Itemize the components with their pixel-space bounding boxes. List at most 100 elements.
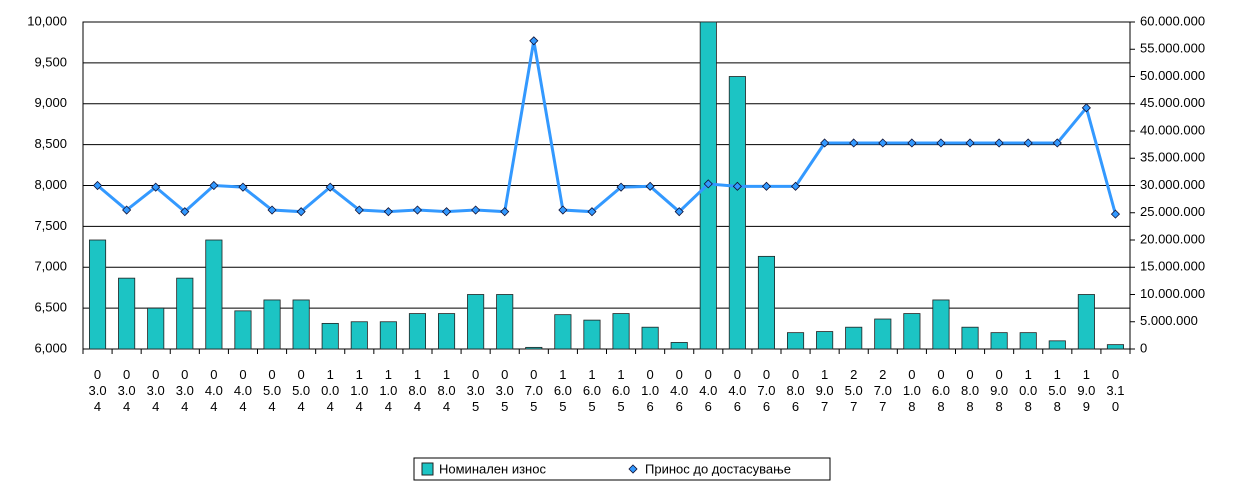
marker — [994, 138, 1004, 148]
bar — [990, 332, 1008, 350]
marker — [907, 138, 917, 148]
x-tick-label: 0 9.0 8 — [990, 367, 1008, 414]
marker — [558, 205, 568, 215]
marker — [122, 205, 132, 215]
legend-swatch — [628, 464, 638, 474]
x-tick-label: 0 3.0 5 — [467, 367, 485, 414]
y-tick-label: 9,500 — [34, 54, 67, 69]
y2-tick-label: 35.000.000 — [1140, 150, 1205, 165]
x-tick-label: 0 4.0 6 — [670, 367, 688, 414]
legend-box — [413, 457, 831, 481]
y-tick-label: 9,000 — [34, 95, 67, 110]
bar — [379, 321, 397, 350]
marker — [325, 182, 335, 192]
x-tick-label: 0 8.0 8 — [961, 367, 979, 414]
x-tick-label: 1 9.0 9 — [1077, 367, 1095, 414]
legend-label: Принос до достасување — [645, 461, 791, 476]
bar — [961, 326, 979, 350]
bar — [757, 255, 776, 350]
y2-tick-label: 30.000.000 — [1140, 177, 1205, 192]
y2-tick-label: 25.000.000 — [1140, 204, 1205, 219]
x-tick-label: 0 4.0 6 — [728, 367, 746, 414]
bar — [205, 239, 223, 350]
marker — [732, 181, 742, 191]
marker — [936, 138, 946, 148]
bar — [1077, 294, 1095, 350]
x-tick-label: 1 6.0 5 — [554, 367, 572, 414]
bar — [147, 307, 165, 350]
x-tick-label: 0 7.0 6 — [757, 367, 775, 414]
y2-tick-label: 15.000.000 — [1140, 259, 1205, 274]
y-tick-label: 10,000 — [27, 13, 67, 28]
x-tick-label: 0 3.0 4 — [147, 367, 165, 414]
y-tick-label: 7,000 — [34, 259, 67, 274]
marker — [849, 138, 859, 148]
bar — [670, 342, 688, 350]
marker — [587, 207, 597, 217]
x-tick-label: 0 4.0 4 — [234, 367, 252, 414]
bar — [845, 326, 863, 350]
marker — [500, 207, 510, 217]
marker — [1023, 138, 1033, 148]
bar — [641, 326, 659, 350]
y2-tick-label: 20.000.000 — [1140, 231, 1205, 246]
y2-tick-label: 60.000.000 — [1140, 13, 1205, 28]
bar — [496, 294, 514, 350]
x-tick-label: 0 1.0 6 — [641, 367, 659, 414]
bar — [728, 76, 746, 350]
marker — [616, 182, 626, 192]
x-tick-label: 1 9.0 7 — [816, 367, 834, 414]
bar — [118, 277, 136, 350]
marker — [209, 180, 219, 191]
marker — [151, 182, 161, 192]
marker — [703, 179, 713, 189]
y2-tick-label: 0 — [1140, 340, 1147, 355]
bar — [554, 314, 572, 350]
x-tick-label: 2 5.0 7 — [845, 367, 863, 414]
y2-tick-label: 5.000.000 — [1140, 313, 1198, 328]
marker — [92, 180, 103, 191]
bar — [903, 313, 921, 350]
bar — [525, 346, 543, 350]
y2-tick-label: 40.000.000 — [1140, 122, 1205, 137]
x-tick-label: 0 8.0 6 — [787, 367, 805, 414]
bar — [467, 294, 485, 350]
marker — [790, 181, 801, 191]
x-tick-label: 0 3.1 0 — [1106, 367, 1124, 414]
bar — [816, 331, 834, 350]
marker — [412, 205, 423, 215]
x-tick-label: 0 1.0 8 — [903, 367, 921, 414]
x-tick-label: 0 3.0 4 — [118, 367, 136, 414]
bar — [874, 318, 892, 350]
marker — [761, 181, 772, 191]
marker — [471, 205, 481, 215]
x-tick-label: 1 1.0 4 — [379, 367, 397, 414]
marker — [354, 205, 364, 215]
marker — [1110, 209, 1121, 219]
x-tick-label: 0 7.0 5 — [525, 367, 543, 414]
marker — [529, 36, 539, 46]
bar — [88, 239, 107, 350]
bar — [1048, 340, 1066, 350]
x-tick-label: 1 8.0 4 — [438, 367, 456, 414]
legend-swatch — [421, 462, 434, 476]
marker — [296, 207, 306, 217]
x-tick-label: 2 7.0 7 — [874, 367, 892, 414]
x-tick-label: 0 3.0 5 — [496, 367, 514, 414]
x-tick-label: 0 4.0 4 — [205, 367, 223, 414]
y-tick-label: 6,000 — [34, 340, 67, 355]
bar — [176, 277, 194, 350]
marker — [674, 207, 684, 217]
bar — [437, 313, 456, 350]
marker — [267, 205, 277, 215]
marker — [1081, 103, 1091, 113]
bar — [321, 322, 339, 350]
marker — [1052, 138, 1062, 148]
bar — [612, 313, 630, 350]
marker — [965, 138, 975, 148]
marker — [238, 182, 248, 192]
y-tick-label: 6,500 — [34, 300, 67, 315]
x-tick-label: 1 0.0 4 — [321, 367, 339, 414]
x-tick-label: 0 5.0 4 — [263, 367, 281, 414]
